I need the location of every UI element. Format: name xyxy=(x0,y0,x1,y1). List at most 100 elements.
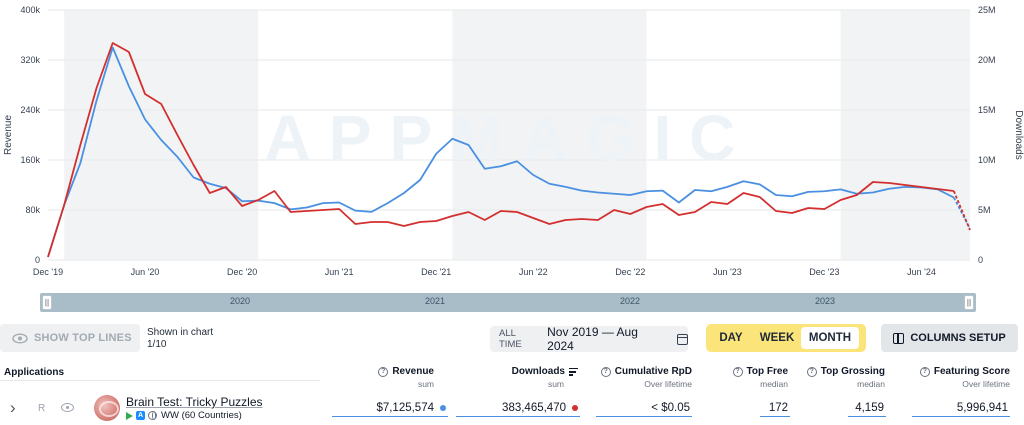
x-tick-label: Dec '23 xyxy=(809,267,839,277)
y-right-tick-label: 5M xyxy=(978,205,991,215)
cell-cumulative-rpd-value: < $0.05 xyxy=(651,402,690,414)
brush-handle-right[interactable]: || xyxy=(964,295,974,310)
column-subtitle: median xyxy=(760,379,788,389)
columns-icon xyxy=(893,332,905,344)
rank-indicator: R xyxy=(38,403,46,414)
column-header-top-free[interactable]: ? Top Free median xyxy=(732,366,788,389)
timeline-brush[interactable]: || 2020 2021 2022 2023 || xyxy=(40,293,976,312)
app-store-icon: A xyxy=(136,411,145,420)
cell-top-free[interactable]: 172 xyxy=(760,400,790,417)
app-meta: A WW (60 Countries) xyxy=(126,410,242,421)
x-tick-label: Dec '19 xyxy=(33,267,63,277)
y-right-tick-label: 0 xyxy=(978,255,983,265)
series-line-tail-downloads xyxy=(952,190,971,231)
series-line-revenue xyxy=(47,46,955,258)
brush-year: 2021 xyxy=(424,296,446,306)
y-left-tick-label: 80k xyxy=(25,205,40,215)
column-subtitle: median xyxy=(857,379,885,389)
column-subtitle: sum xyxy=(547,379,564,389)
cell-revenue[interactable]: $7,125,574 xyxy=(332,400,448,417)
y-left-tick-label: 0 xyxy=(35,255,40,265)
column-title: Revenue xyxy=(392,366,434,377)
cell-top-grossing[interactable]: 4,159 xyxy=(848,400,886,417)
show-top-lines-label: SHOW TOP LINES xyxy=(34,332,132,344)
y-left-tick-label: 160k xyxy=(20,155,40,165)
applications-header: Applications xyxy=(4,367,65,378)
x-tick-label: Dec '22 xyxy=(615,267,645,277)
help-icon[interactable]: ? xyxy=(378,366,389,377)
columns-setup-button[interactable]: COLUMNS SETUP xyxy=(881,324,1018,352)
date-range-value: Nov 2019 — Aug 2024 xyxy=(547,325,638,353)
brush-year: 2022 xyxy=(619,296,641,306)
help-icon[interactable]: ? xyxy=(600,366,611,377)
cell-downloads-value: 383,465,470 xyxy=(502,402,566,414)
column-header-cumulative-rpd[interactable]: ? Cumulative RpD Over lifetime xyxy=(600,366,692,389)
shown-in-chart: Shown in chart 1/10 xyxy=(147,327,213,351)
column-header-top-grossing[interactable]: ? Top Grossing median xyxy=(806,366,885,389)
column-title: Top Free xyxy=(746,366,788,377)
column-header-revenue[interactable]: ? Revenue sum xyxy=(378,366,434,389)
x-tick-label: Jun '24 xyxy=(907,267,936,277)
globe-icon xyxy=(148,411,157,420)
column-subtitle: Over lifetime xyxy=(644,379,692,389)
calendar-icon[interactable] xyxy=(677,333,688,345)
x-tick-label: Dec '21 xyxy=(421,267,451,277)
shown-in-chart-label: Shown in chart xyxy=(147,327,214,338)
period-toggle: DAY WEEK MONTH xyxy=(706,324,866,352)
period-day-button[interactable]: DAY xyxy=(719,332,743,344)
column-title: Featuring Score xyxy=(933,366,1010,377)
app-region: WW (60 Countries) xyxy=(161,410,242,421)
y-left-tick-label: 320k xyxy=(20,55,40,65)
x-tick-label: Jun '22 xyxy=(519,267,548,277)
x-tick-label: Jun '21 xyxy=(325,267,354,277)
sort-icon[interactable] xyxy=(569,368,578,376)
year-band xyxy=(840,10,970,260)
x-tick-label: Jun '20 xyxy=(131,267,160,277)
column-title: Top Grossing xyxy=(820,366,885,377)
brush-year: 2020 xyxy=(229,296,251,306)
date-all-time[interactable]: ALL TIME xyxy=(499,328,522,350)
cell-featuring-score: 5,996,941 xyxy=(912,400,1010,417)
watermark: APPMAGIC xyxy=(265,102,754,174)
y-left-axis-title: Revenue xyxy=(3,115,14,155)
column-title: Downloads xyxy=(511,366,565,377)
period-month-button[interactable]: MONTH xyxy=(801,327,859,349)
cell-top-grossing-value: 4,159 xyxy=(855,402,884,414)
cell-featuring-score-value: 5,996,941 xyxy=(956,402,1008,414)
shown-in-chart-count: 1/10 xyxy=(147,339,167,350)
column-subtitle: Over lifetime xyxy=(962,379,1010,389)
y-left-tick-label: 400k xyxy=(20,5,40,15)
help-icon[interactable]: ? xyxy=(806,366,817,377)
series-line-tail-revenue xyxy=(953,197,971,230)
help-icon[interactable]: ? xyxy=(919,366,930,377)
date-range-picker[interactable]: ALL TIME Nov 2019 — Aug 2024 xyxy=(490,325,688,353)
expand-row-chevron-icon[interactable]: › xyxy=(10,398,16,417)
header-divider xyxy=(0,380,320,381)
x-tick-label: Jun '23 xyxy=(713,267,742,277)
column-title: Cumulative RpD xyxy=(614,366,692,377)
y-right-tick-label: 15M xyxy=(978,105,996,115)
revenue-series-dot xyxy=(440,405,446,411)
y-right-tick-label: 10M xyxy=(978,155,996,165)
cell-top-free-value: 172 xyxy=(768,402,788,414)
google-play-icon xyxy=(126,411,133,420)
period-week-button[interactable]: WEEK xyxy=(759,332,795,344)
show-top-lines-button[interactable]: SHOW TOP LINES xyxy=(0,324,140,352)
cell-cumulative-rpd: < $0.05 xyxy=(596,400,692,417)
eye-icon xyxy=(12,332,28,344)
cell-revenue-value: $7,125,574 xyxy=(376,402,434,414)
cell-downloads[interactable]: 383,465,470 xyxy=(456,400,580,417)
help-icon[interactable]: ? xyxy=(732,366,743,377)
brush-handle-left[interactable]: || xyxy=(42,295,52,310)
app-name-link[interactable]: Brain Test: Tricky Puzzles xyxy=(126,395,263,409)
y-right-axis-title: Downloads xyxy=(1013,110,1024,159)
y-right-tick-label: 20M xyxy=(978,55,996,65)
series-line-downloads xyxy=(47,42,954,258)
column-header-downloads[interactable]: Downloads sum xyxy=(512,366,578,389)
downloads-series-dot xyxy=(572,405,578,411)
column-subtitle: sum xyxy=(417,379,434,389)
brush-year: 2023 xyxy=(814,296,836,306)
x-tick-label: Dec '20 xyxy=(227,267,257,277)
toggle-visibility-eye-icon[interactable] xyxy=(61,403,74,412)
column-header-featuring-score[interactable]: ? Featuring Score Over lifetime xyxy=(919,366,1010,389)
